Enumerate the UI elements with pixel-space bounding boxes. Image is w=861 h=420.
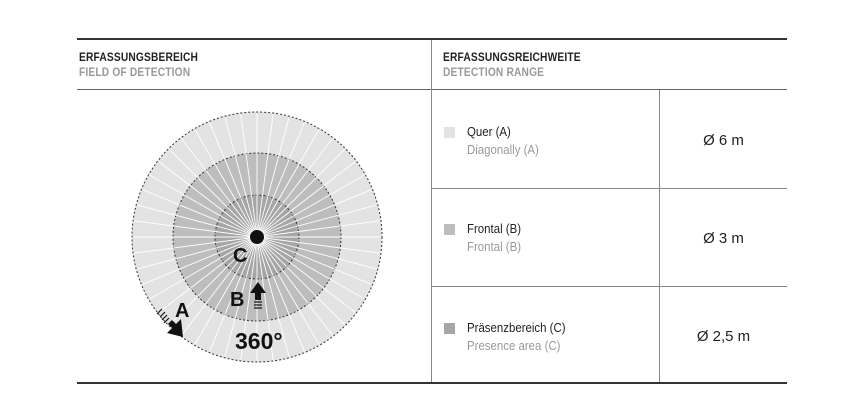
row-value: Ø 2,5 m <box>696 328 751 345</box>
ray <box>256 236 290 357</box>
ray <box>256 236 333 336</box>
row-value: Ø 3 m <box>703 230 744 247</box>
ray <box>142 236 258 285</box>
header-rule <box>77 89 787 90</box>
ray <box>158 236 258 313</box>
ray <box>256 236 377 270</box>
ray <box>256 236 356 313</box>
ray <box>256 122 305 238</box>
ray <box>194 129 258 238</box>
ray <box>240 114 258 238</box>
left-header-title: ERFASSUNGSBEREICH <box>79 50 199 64</box>
ray <box>256 236 274 360</box>
ray <box>134 236 258 254</box>
row-label: Präsenzbereich (C) <box>467 320 566 335</box>
ray <box>256 149 345 238</box>
ray <box>256 236 380 254</box>
ray <box>256 138 333 238</box>
ray <box>256 220 380 238</box>
ray <box>134 220 258 238</box>
label-c: C <box>233 245 247 267</box>
ray <box>256 236 320 345</box>
row-sublabel: Diagonally (A) <box>467 142 539 157</box>
ray <box>256 114 274 238</box>
label-b: B <box>230 289 244 311</box>
ray <box>137 236 258 270</box>
ray <box>256 236 305 352</box>
row-label: Frontal (B) <box>467 221 522 236</box>
ray <box>209 122 258 238</box>
row-value: Ø 6 m <box>703 132 744 149</box>
label-a: A <box>175 300 189 322</box>
detection-rays <box>133 113 381 361</box>
row-sublabel: Presence area (C) <box>467 338 561 353</box>
arrow-b-icon <box>250 282 266 309</box>
ray <box>256 236 372 285</box>
ray <box>209 236 258 352</box>
right-header-subtitle: DETECTION RANGE <box>443 65 545 79</box>
value-divider <box>659 90 660 382</box>
ray <box>224 117 258 238</box>
ray <box>256 129 320 238</box>
sensor-dot <box>250 230 264 244</box>
ray <box>137 204 258 238</box>
ray <box>149 174 258 238</box>
row-sublabel: Frontal (B) <box>467 239 522 254</box>
row-label: Quer (A) <box>467 124 511 139</box>
ray <box>240 236 258 360</box>
ray <box>181 138 258 238</box>
ray <box>256 117 290 238</box>
ray <box>142 189 258 238</box>
ray <box>256 204 377 238</box>
ray <box>256 189 372 238</box>
right-header-title: ERFASSUNGSREICHWEITE <box>443 50 581 64</box>
row-divider <box>431 188 787 189</box>
angle-label: 360° <box>235 328 283 354</box>
column-divider <box>431 40 432 382</box>
ray <box>256 174 365 238</box>
ray <box>256 161 356 238</box>
ray <box>181 236 258 336</box>
ray <box>169 149 258 238</box>
left-header-subtitle: FIELD OF DETECTION <box>79 65 191 79</box>
ray <box>149 236 258 300</box>
ray <box>256 236 345 325</box>
ray <box>169 236 258 325</box>
ray <box>224 236 258 357</box>
row-divider <box>431 286 787 287</box>
swatch-c <box>444 323 455 334</box>
swatch-b <box>444 224 455 235</box>
bottom-rule <box>77 382 787 384</box>
swatch-a <box>444 127 455 138</box>
ray <box>194 236 258 345</box>
ray <box>158 161 258 238</box>
arrow-a-icon <box>156 308 183 337</box>
top-rule <box>77 38 787 40</box>
ray <box>256 236 365 300</box>
